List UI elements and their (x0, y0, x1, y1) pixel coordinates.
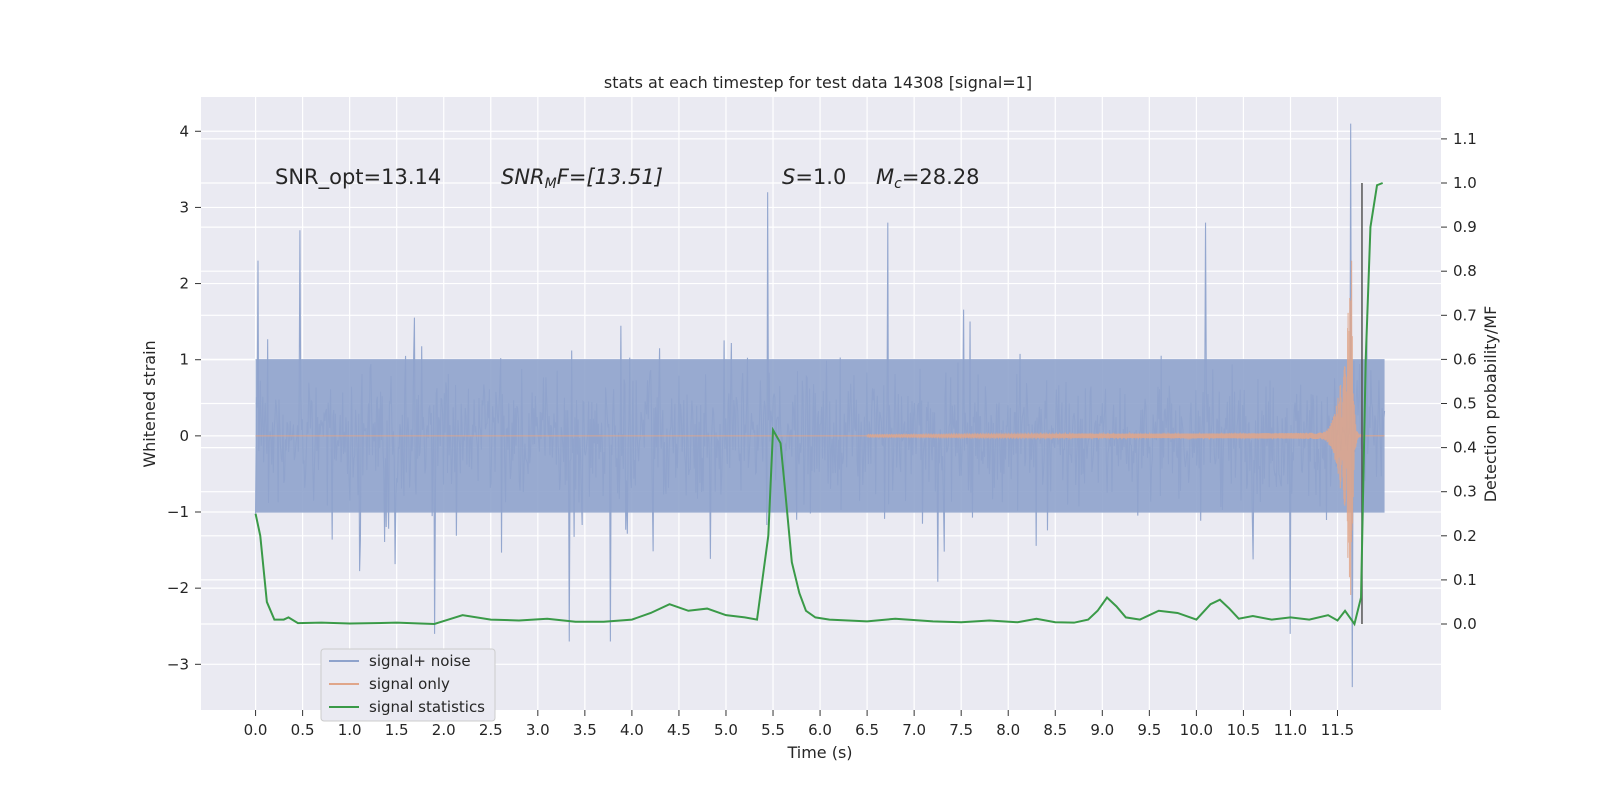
x-tick-label: 5.5 (761, 721, 785, 739)
annotation-snr-opt: SNR_opt=13.14 (275, 165, 441, 190)
x-tick-label: 6.0 (808, 721, 832, 739)
y-right-tick-label: 0.9 (1453, 218, 1477, 236)
x-tick-label: 7.0 (902, 721, 926, 739)
x-tick-label: 1.0 (338, 721, 362, 739)
series-line-signal-statistics (254, 182, 1384, 627)
y-left-tick-label: 3 (179, 198, 189, 216)
legend-box (320, 648, 496, 722)
x-tick-label: 11.5 (1321, 721, 1354, 739)
x-tick-label: 9.0 (1090, 721, 1114, 739)
y-right-tick-label: 1.0 (1453, 174, 1477, 192)
x-axis-label: Time (s) (786, 743, 852, 762)
series-line-signal-only (255, 260, 1385, 596)
x-tick-label: 11.0 (1274, 721, 1307, 739)
y-right-tick-label: 0.1 (1453, 571, 1477, 589)
x-tick-label: 3.0 (526, 721, 550, 739)
x-tick-label: 8.0 (996, 721, 1020, 739)
y-left-tick-label: −3 (167, 655, 189, 673)
annotation-snr-mf: SNRMF=[13.51] (501, 165, 663, 192)
y-right-tick-label: 0.4 (1453, 439, 1477, 457)
x-tick-label: 8.5 (1043, 721, 1067, 739)
y-right-tick-label: 0.8 (1453, 262, 1477, 280)
y-left-tick-label: 2 (179, 275, 189, 293)
x-tick-label: 10.0 (1180, 721, 1213, 739)
x-tick-label: 3.5 (573, 721, 597, 739)
x-tick-label: 4.5 (667, 721, 691, 739)
x-tick-label: 0.0 (244, 721, 268, 739)
x-tick-label: 0.5 (291, 721, 315, 739)
x-tick-label: 1.5 (385, 721, 409, 739)
y-left-tick-label: −2 (167, 579, 189, 597)
y-left-tick-label: −1 (167, 503, 189, 521)
legend-label-signal-noise: signal+ noise (369, 652, 471, 670)
chart-title: stats at each timestep for test data 143… (604, 73, 1032, 92)
y-right-tick-label: 0.0 (1453, 615, 1477, 633)
x-tick-label: 5.0 (714, 721, 738, 739)
legend-label-signal-only: signal only (369, 675, 450, 693)
y-right-tick-label: 0.2 (1453, 527, 1477, 545)
legend-label-signal-statistics: signal statistics (369, 698, 485, 716)
x-tick-label: 4.0 (620, 721, 644, 739)
y-right-tick-label: 0.5 (1453, 395, 1477, 413)
x-tick-label: 2.5 (479, 721, 503, 739)
x-tick-label: 7.5 (949, 721, 973, 739)
y-axis-left-label: Whitened strain (140, 340, 159, 467)
y-axis-right-label: Detection probability/MF (1481, 306, 1500, 503)
legend: signal+ noise signal only signal statist… (320, 648, 496, 722)
x-tick-label: 2.0 (432, 721, 456, 739)
y-left-tick-label: 1 (179, 351, 189, 369)
x-tick-label: 10.5 (1227, 721, 1260, 739)
y-right-tick-label: 0.6 (1453, 350, 1477, 368)
annotation-mc: Mc=28.28 (876, 165, 980, 192)
tick-layer: 0.0 0.5 1.0 1.5 2.0 2.5 3.0 3.5 4.0 4.5 5.0 5.5 6.0 6… (167, 122, 1477, 739)
y-right-tick-label: 1.1 (1453, 130, 1477, 148)
annotation-s: S=1.0 (782, 165, 846, 189)
data-layer (254, 123, 1386, 688)
y-right-tick-label: 0.7 (1453, 306, 1477, 324)
x-tick-label: 9.5 (1137, 721, 1161, 739)
x-tick-label: 6.5 (855, 721, 879, 739)
y-left-tick-label: 4 (179, 122, 189, 140)
y-right-tick-label: 0.3 (1453, 483, 1477, 501)
y-left-tick-label: 0 (179, 427, 189, 445)
